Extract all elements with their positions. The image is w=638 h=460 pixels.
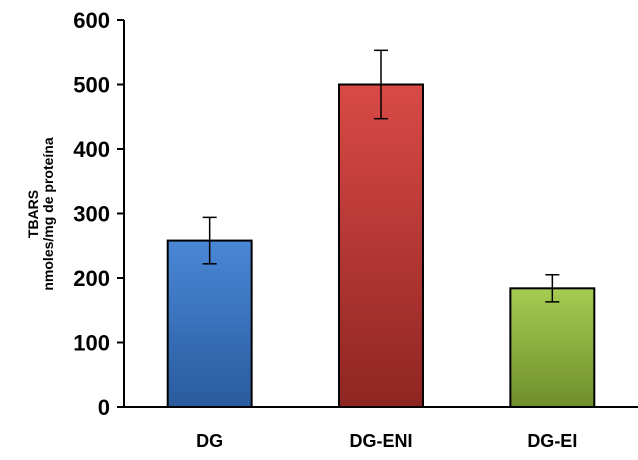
y-tick-label: 100 (73, 331, 110, 356)
bar-dg-eni (338, 83, 424, 408)
y-tick-label: 200 (73, 266, 110, 291)
y-tick-label: 0 (98, 395, 110, 420)
y-tick-label: 600 (73, 8, 110, 33)
x-category-label: DG (196, 431, 223, 451)
y-tick-label: 300 (73, 202, 110, 227)
y-axis-title-line-2: nmoles/mg de proteína (40, 137, 56, 290)
y-axis-title-line-1: TBARS (25, 190, 41, 238)
y-tick-label: 400 (73, 137, 110, 162)
x-category-label: DG-ENI (350, 431, 413, 451)
bar-dg (166, 239, 253, 408)
bar-dg-ei (509, 287, 596, 409)
y-tick-label: 500 (73, 73, 110, 98)
x-category-label: DG-EI (527, 431, 577, 451)
